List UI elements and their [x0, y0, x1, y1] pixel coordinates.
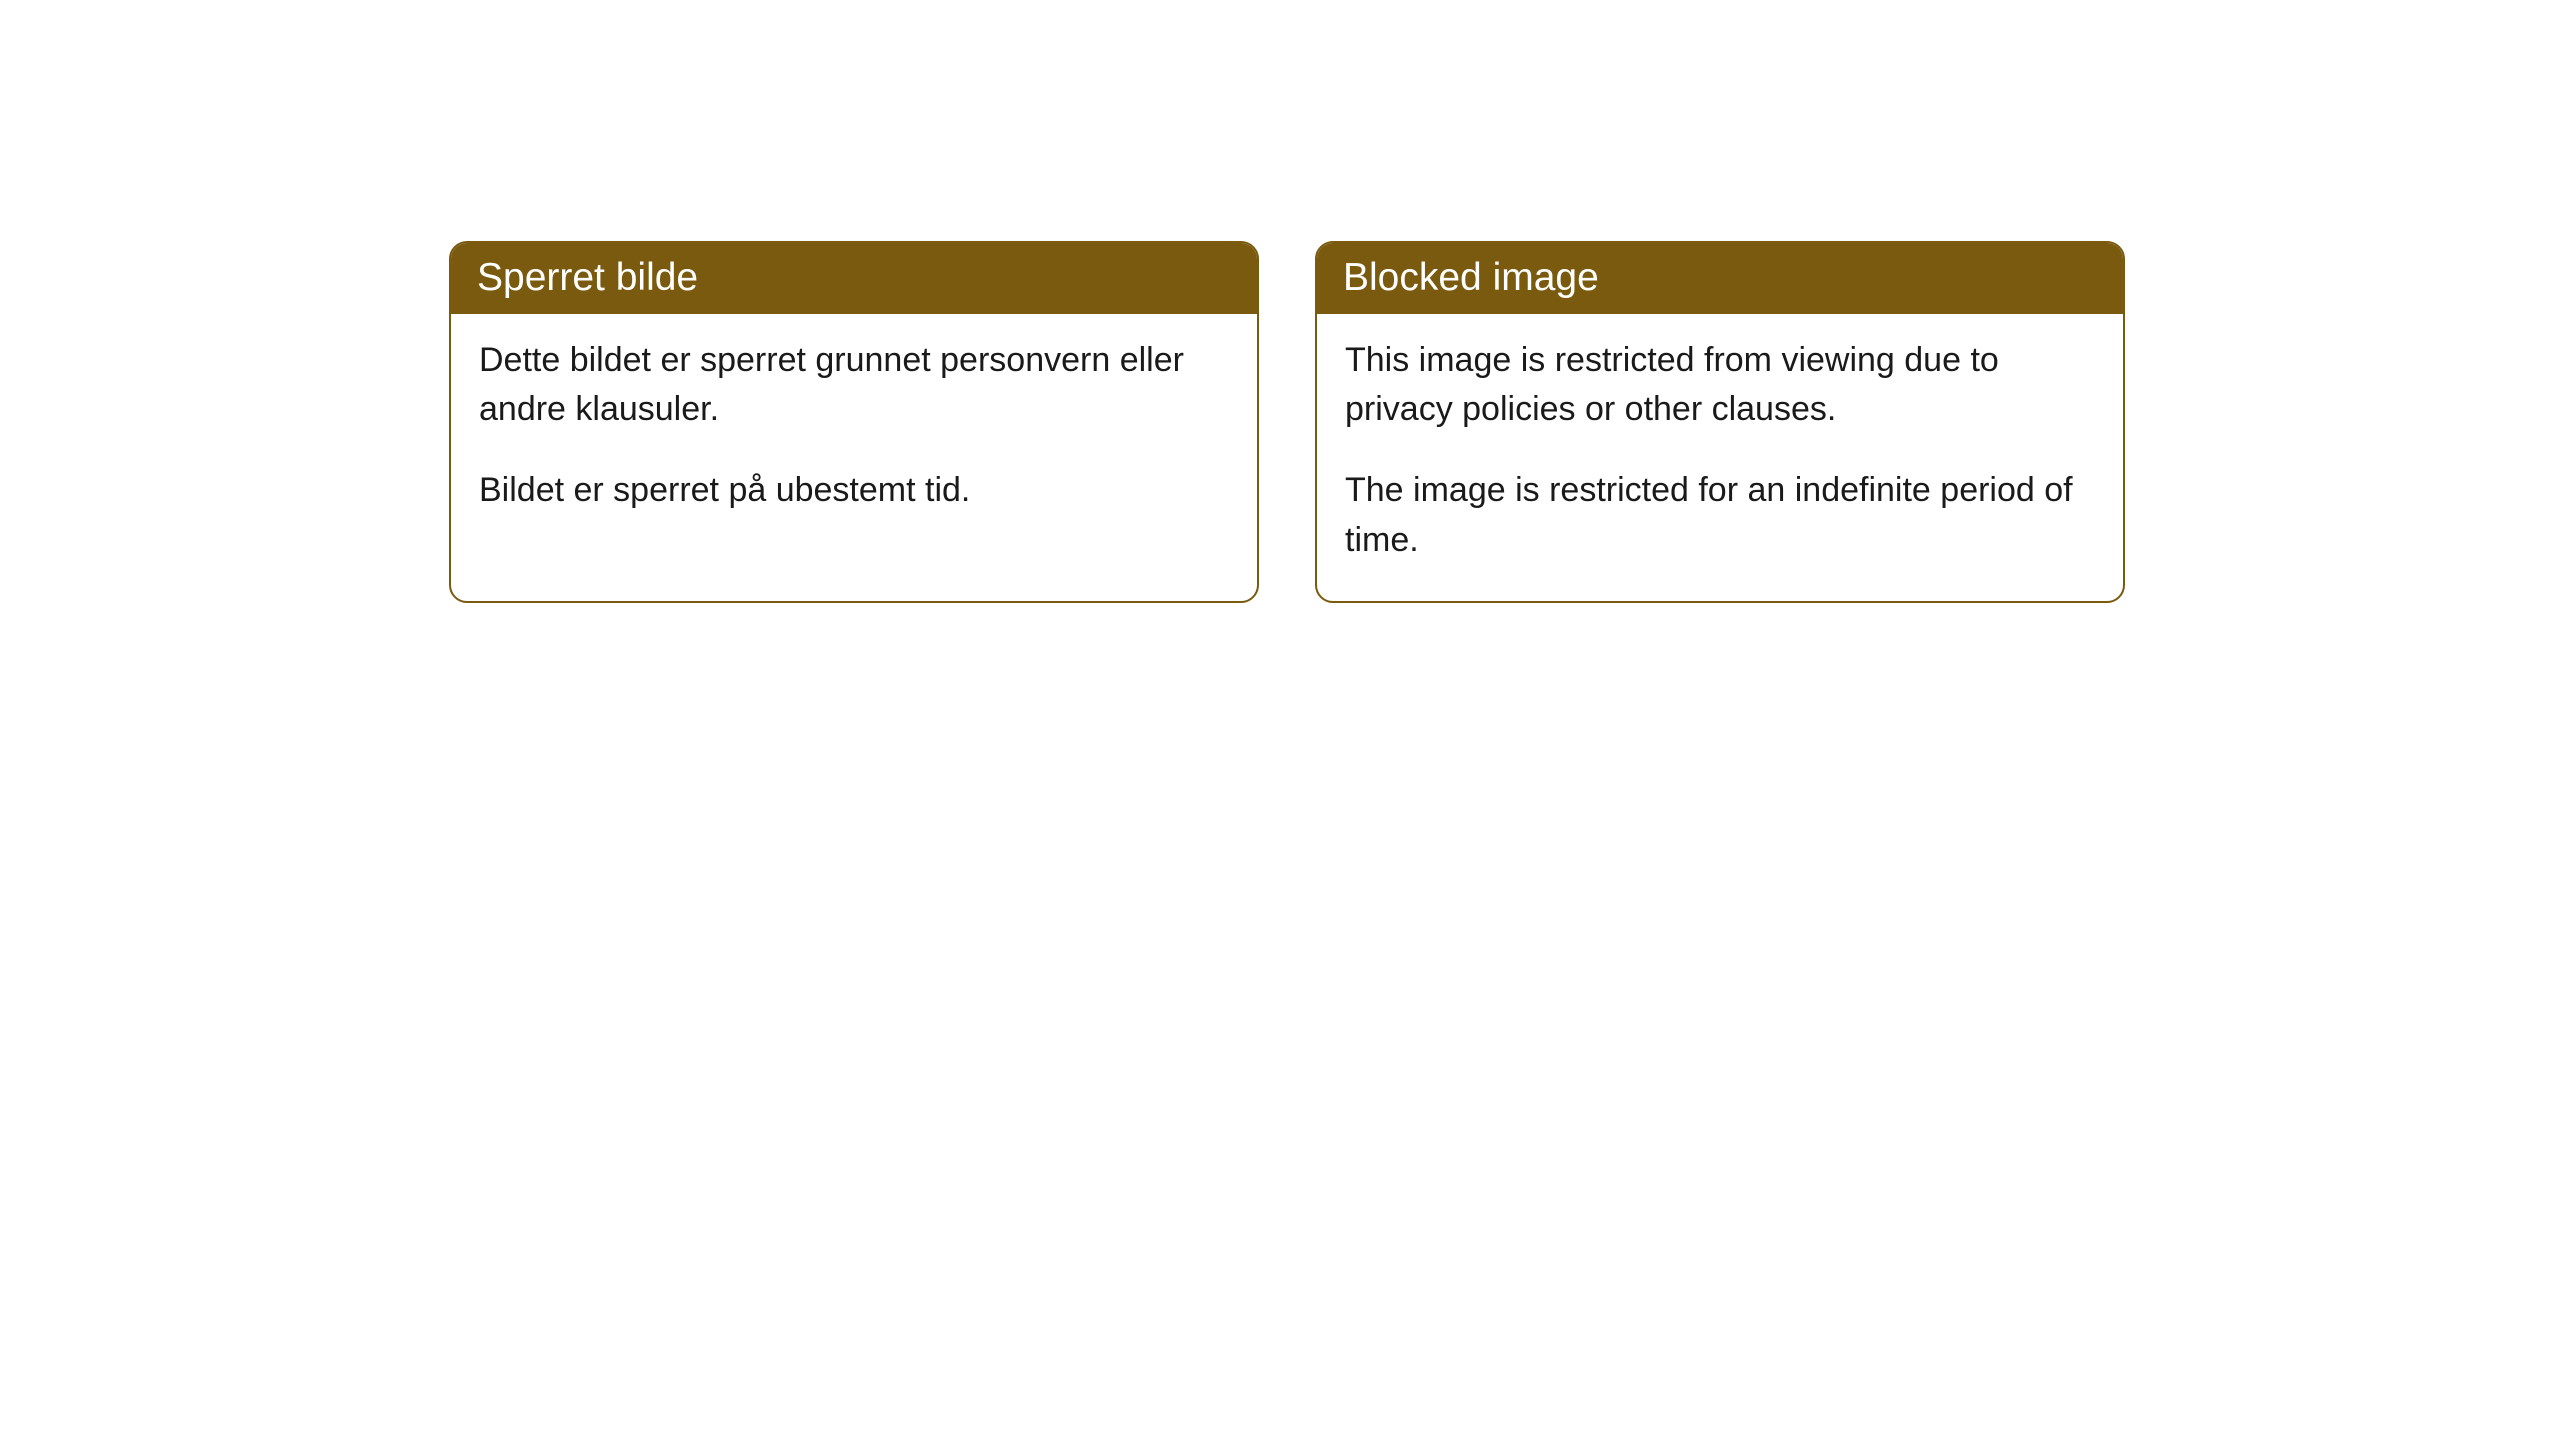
card-title: Blocked image	[1343, 256, 1599, 299]
notice-card-norwegian: Sperret bilde Dette bildet er sperret gr…	[449, 241, 1259, 603]
card-body: Dette bildet er sperret grunnet personve…	[451, 314, 1257, 552]
notice-card-english: Blocked image This image is restricted f…	[1315, 241, 2125, 603]
card-header: Blocked image	[1317, 243, 2123, 314]
card-text: This image is restricted from viewing du…	[1345, 336, 2095, 435]
card-text: Bildet er sperret på ubestemt tid.	[479, 466, 1229, 515]
card-header: Sperret bilde	[451, 243, 1257, 314]
card-text: Dette bildet er sperret grunnet personve…	[479, 336, 1229, 435]
card-text: The image is restricted for an indefinit…	[1345, 466, 2095, 565]
notice-container: Sperret bilde Dette bildet er sperret gr…	[449, 241, 2125, 603]
card-body: This image is restricted from viewing du…	[1317, 314, 2123, 601]
card-title: Sperret bilde	[477, 256, 698, 299]
